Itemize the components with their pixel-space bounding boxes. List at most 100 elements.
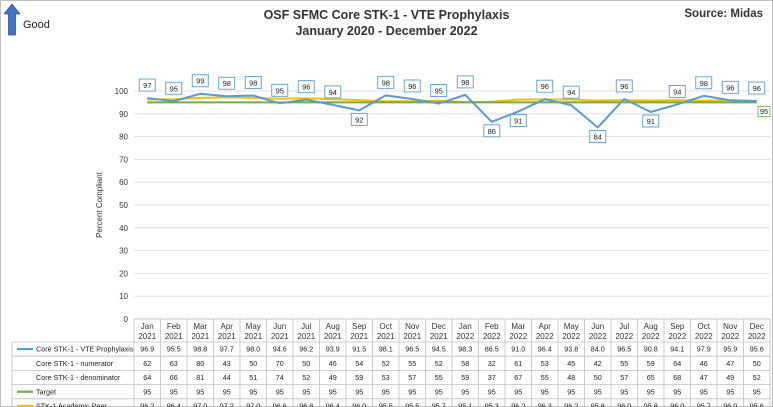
table-cell: 84.0 [591,345,605,354]
table-cell: 52 [382,359,390,368]
y-tick-label: 80 [119,133,128,142]
table-cell: 95 [700,387,708,396]
data-label: 95 [435,87,443,96]
data-label-box [615,79,633,93]
table-cell: 51 [249,373,257,382]
table-cell: 55 [435,373,443,382]
data-label-box [138,78,156,92]
data-label: 84 [594,132,602,141]
table-cell: 95 [435,387,443,396]
table-cell: 98.8 [193,345,207,354]
table-cell: 49 [329,373,337,382]
table-cell: 96.4 [538,345,552,354]
x-tick-year: 2022 [536,332,554,341]
x-tick-year: 2021 [324,332,342,341]
x-tick-year: 2021 [297,332,315,341]
data-label-box [350,112,368,126]
table-cell: 95 [249,387,257,396]
table-cell: 95 [514,387,522,396]
table-cell: 59 [355,373,363,382]
table-cell: 95 [329,387,337,396]
x-tick-year: 2022 [589,332,607,341]
x-tick-month: Aug [326,322,340,331]
x-tick-year: 2022 [721,332,739,341]
table-cell: 91.5 [352,345,366,354]
table-cell: 61 [514,359,522,368]
y-tick-label: 70 [119,155,128,164]
table-cell: 96.9 [140,345,154,354]
table-cell: 96.5 [617,345,631,354]
x-tick-year: 2022 [748,332,766,341]
data-label: 96 [302,83,310,92]
data-label: 98 [223,79,231,88]
table-cell: 81 [196,373,204,382]
table-cell: 95.5 [379,402,393,407]
table-cell: 67 [514,373,522,382]
x-tick-year: 2022 [562,332,580,341]
table-cell: 59 [647,359,655,368]
x-tick-year: 2022 [456,332,474,341]
x-tick-year: 2021 [377,332,395,341]
table-cell: 50 [302,359,310,368]
x-tick-month: Sep [670,322,685,331]
table-cell: 90.8 [644,345,658,354]
table-cell: 96.2 [140,402,154,407]
table-cell: 98.0 [246,345,260,354]
data-label-box [377,75,395,89]
up-arrow-icon [3,3,21,36]
data-label: 91 [647,117,655,126]
table-cell: 95.7 [432,402,446,407]
table-cell: 95.7 [697,402,711,407]
table-cell: 93.8 [564,345,578,354]
table-cell: 52 [435,359,443,368]
data-label: 96 [541,82,549,91]
table-cell: 95 [488,387,496,396]
x-tick-year: 2021 [430,332,448,341]
x-tick-month: Mar [193,322,207,331]
data-label-box [218,76,236,90]
data-label-box [509,114,527,127]
table-cell: 52 [302,373,310,382]
table-cell: 96.6 [273,402,287,407]
table-cell: 57 [408,373,416,382]
x-tick-year: 2021 [165,332,183,341]
x-tick-month: Jan [459,322,472,331]
table-cell: 95 [223,387,231,396]
data-label-box [748,81,766,95]
data-label-box [721,80,739,94]
y-tick-label: 10 [119,292,128,301]
x-tick-month: Dec [432,322,446,331]
table-cell: 93.9 [326,345,340,354]
table-cell: 94.1 [670,345,684,354]
data-label-box [244,76,262,90]
table-cell: 48 [567,373,575,382]
table-row-label: Core STK-1 - numerator [36,359,114,368]
table-cell: 86.5 [485,345,499,354]
table-cell: 53 [541,359,549,368]
table-cell: 96.0 [670,402,684,407]
table-cell: 53 [382,373,390,382]
x-tick-month: Apr [539,322,552,331]
table-cell: 94.5 [432,345,446,354]
x-tick-year: 2022 [668,332,686,341]
table-cell: 65 [647,373,655,382]
table-cell: 55 [541,373,549,382]
data-label-box [668,85,686,98]
x-tick-month: Feb [167,322,181,331]
table-cell: 42 [594,359,602,368]
good-label: Good [23,19,50,31]
series-line-core [147,92,757,129]
data-label-box [456,75,474,89]
table-cell: 96.5 [405,345,419,354]
y-tick-label: 30 [119,247,128,256]
x-tick-month: Sep [352,322,367,331]
data-label-box [483,124,501,138]
table-cell: 96.0 [723,402,737,407]
table-cell: 95 [276,387,284,396]
data-label: 86 [488,127,496,136]
x-tick-month: Jun [591,322,604,331]
legend-label: Target [36,387,56,396]
table-cell: 68 [673,373,681,382]
table-cell: 45 [567,359,575,368]
